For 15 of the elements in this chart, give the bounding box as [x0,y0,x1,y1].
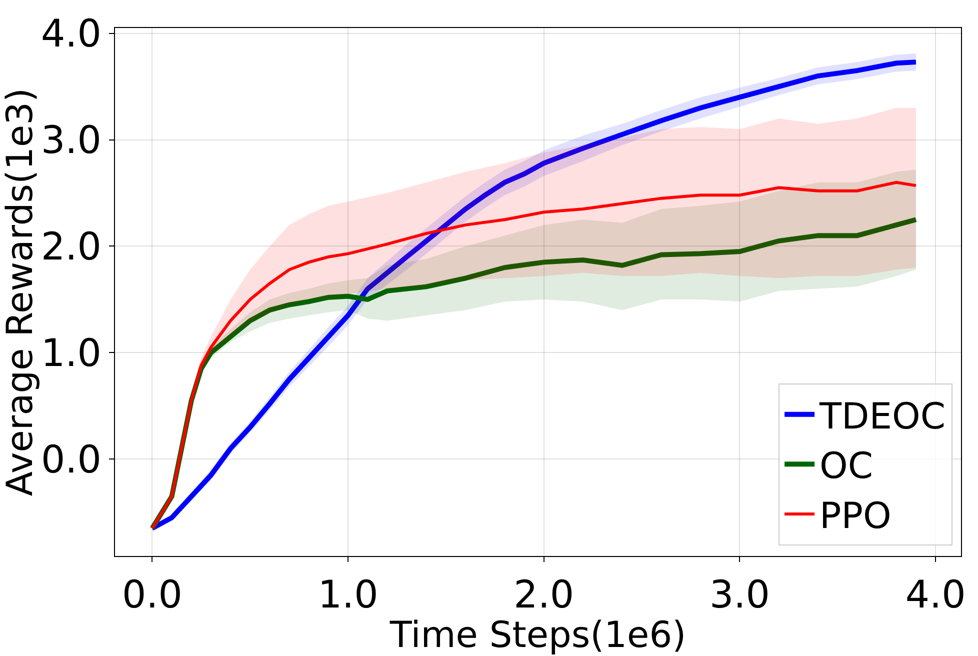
x-tick-label: 0.0 [122,572,182,617]
legend-label: OC [820,446,874,488]
y-tick-label: 3.0 [40,118,102,162]
y-tick-label: 4.0 [40,12,102,56]
y-tick-label: 2.0 [40,224,102,269]
y-tick-label: 1.0 [40,330,102,375]
legend-label: TDEOC [818,396,946,438]
x-tick-label: 3.0 [709,572,770,617]
x-tick-label: 1.0 [318,572,378,617]
x-tick-label: 4.0 [905,572,966,617]
y-tick-label: 0.0 [40,437,102,482]
legend-label: PPO [820,496,892,537]
y-axis-title: Average Rewards(1e3) [0,88,41,496]
x-tick-label: 2.0 [514,572,574,617]
x-axis-title: Time Steps(1e6) [388,615,686,656]
